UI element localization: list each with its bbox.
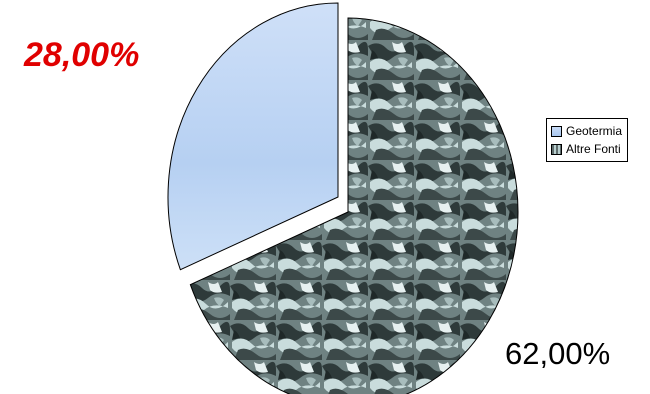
legend-swatch-geotermia bbox=[551, 126, 562, 137]
legend-item-geotermia: Geotermia bbox=[551, 122, 622, 140]
pie-slices bbox=[168, 3, 518, 394]
chart-legend: Geotermia Altre Fonti bbox=[546, 118, 628, 162]
legend-item-altre-fonti: Altre Fonti bbox=[551, 140, 622, 158]
legend-label-altre-fonti: Altre Fonti bbox=[566, 140, 621, 158]
legend-swatch-altre-fonti bbox=[551, 144, 562, 155]
data-label-geotermia: 28,00% bbox=[23, 36, 139, 74]
legend-label-geotermia: Geotermia bbox=[566, 122, 622, 140]
data-label-altre-fonti: 62,00% bbox=[505, 336, 610, 371]
